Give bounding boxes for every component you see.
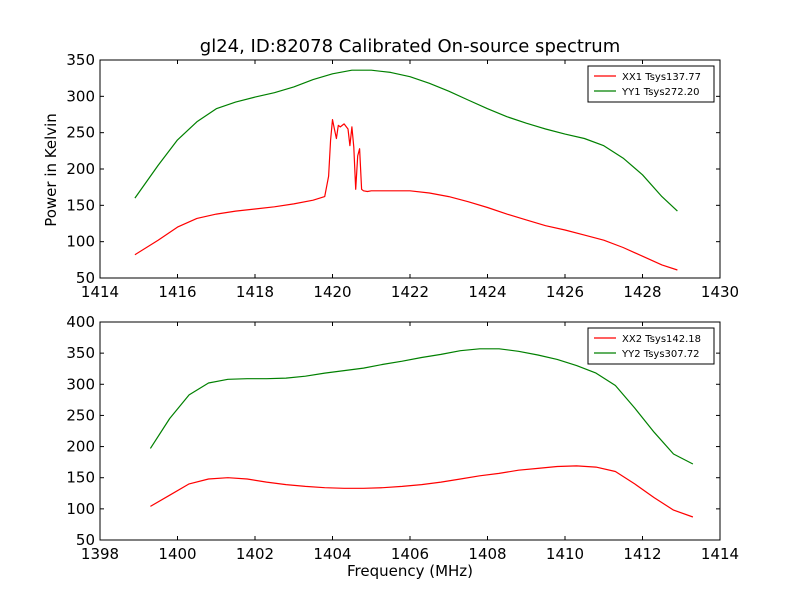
y-tick-label: 400 <box>66 313 95 331</box>
x-tick-label: 1404 <box>313 545 351 563</box>
x-tick-label: 1418 <box>236 283 274 301</box>
legend-entry: YY2 Tsys307.72 <box>621 349 700 360</box>
x-tick-label: 1430 <box>701 283 739 301</box>
y-tick-label: 350 <box>66 51 95 69</box>
x-tick-label: 1400 <box>158 545 196 563</box>
top-panel: 1414 1416 1418 1420 1422 1424 1426 1428 1430 50 10… <box>66 51 739 301</box>
x-tick-label: 1408 <box>468 545 506 563</box>
legend-box <box>587 327 715 365</box>
x-tick-label: 1406 <box>391 545 429 563</box>
y-tick-label: 150 <box>66 469 95 487</box>
x-tick-label: 1410 <box>546 545 584 563</box>
y-tick-label: 100 <box>66 500 95 518</box>
x-tick-label: 1420 <box>313 283 351 301</box>
y-tick-label: 150 <box>66 196 95 214</box>
x-tick-label: 1414 <box>701 545 739 563</box>
series-line-yy2 <box>149 348 694 465</box>
series-line-xx1 <box>134 118 678 271</box>
y-tick-label: 100 <box>66 233 95 251</box>
x-tick-label: 1428 <box>623 283 661 301</box>
bottom-panel: 1398 1400 1402 1404 1406 1408 1410 1412 1414 50 10… <box>66 313 739 563</box>
x-axis-title: Frequency (MHz) <box>347 562 473 580</box>
legend: XX1 Tsys137.77 YY1 Tsys272.20 <box>587 65 715 103</box>
legend-entry: YY1 Tsys272.20 <box>621 87 700 98</box>
legend-entry: XX2 Tsys142.18 <box>622 334 701 345</box>
legend-entry: XX1 Tsys137.77 <box>622 72 701 83</box>
y-tick-label: 200 <box>66 160 95 178</box>
x-tick-label: 1414 <box>81 283 119 301</box>
x-tick-label: 1426 <box>546 283 584 301</box>
y-tick-label: 50 <box>76 269 95 287</box>
y-tick-label: 250 <box>66 124 95 142</box>
y-tick-label: 200 <box>66 438 95 456</box>
x-tick-label: 1402 <box>236 545 274 563</box>
y-tick-label: 300 <box>66 375 95 393</box>
y-tick-label: 50 <box>76 531 95 549</box>
legend: XX2 Tsys142.18 YY2 Tsys307.72 <box>587 327 715 365</box>
x-tick-label: 1416 <box>158 283 196 301</box>
series-line-xx2 <box>150 465 694 518</box>
y-tick-label: 300 <box>66 87 95 105</box>
x-tick-label: 1424 <box>468 283 506 301</box>
y-tick-label: 350 <box>66 344 95 362</box>
y-axis-title: Power in Kelvin <box>42 113 60 227</box>
x-tick-label: 1422 <box>391 283 429 301</box>
x-tick-label: 1412 <box>623 545 661 563</box>
series-line-yy1 <box>134 69 678 212</box>
x-tick-label: 1398 <box>81 545 119 563</box>
legend-box <box>587 65 715 103</box>
y-tick-label: 250 <box>66 406 95 424</box>
chart-title: gl24, ID:82078 Calibrated On-source spec… <box>200 36 620 57</box>
